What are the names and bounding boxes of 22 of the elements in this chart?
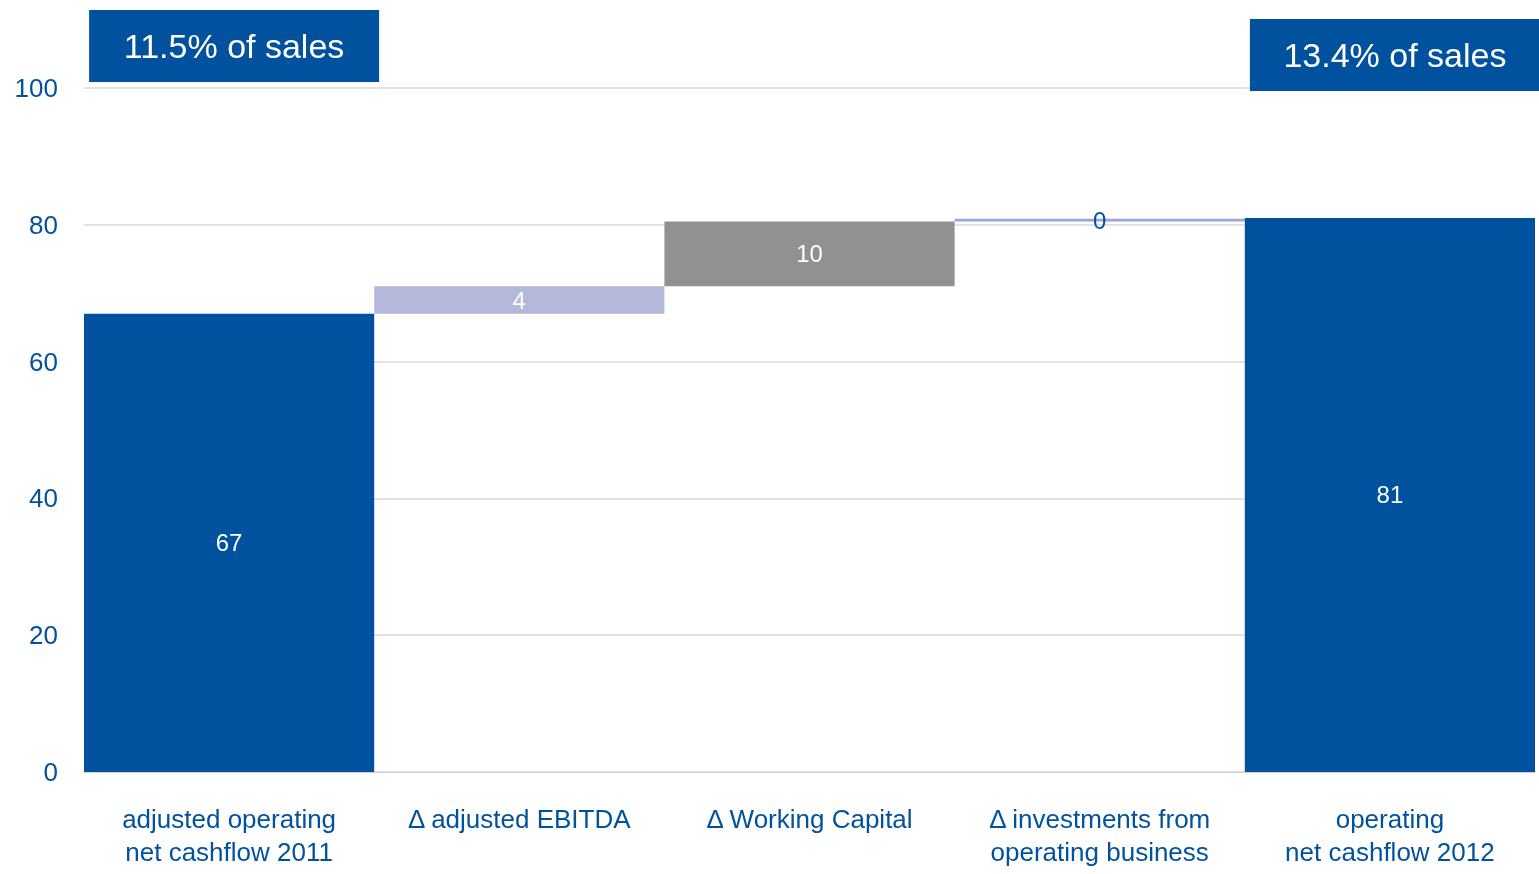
y-tick-label: 100 [14, 73, 58, 103]
text: 13.4% of sales [1283, 36, 1507, 74]
data-label: 81 [1376, 481, 1404, 509]
bar [1244, 217, 1535, 772]
x-tick-label: Δ adjusted EBITDA [408, 803, 632, 834]
bar [374, 286, 665, 314]
y-tick-label: 40 [29, 483, 58, 514]
y-tick-label: 60 [29, 346, 58, 377]
data-label: 10 [796, 240, 823, 268]
bar [664, 221, 955, 287]
bar [84, 313, 375, 772]
data-label: 67 [215, 529, 243, 557]
data-label: 0 [1093, 206, 1107, 234]
x-tick-label: Δ Working Capital [706, 803, 913, 834]
x-tick-label: operating net cashflow 2012 [1285, 803, 1495, 867]
y-tick-label: 80 [29, 209, 58, 240]
x-tick-label: Δ investments from operating business [989, 803, 1211, 867]
data-label: 4 [512, 286, 526, 314]
y-tick-label: 0 [43, 757, 58, 787]
x-tick-label: adjusted operating net cashflow 2011 [122, 803, 337, 867]
text: 11.5% of sales [123, 27, 345, 65]
y-tick-label: 20 [29, 620, 58, 651]
